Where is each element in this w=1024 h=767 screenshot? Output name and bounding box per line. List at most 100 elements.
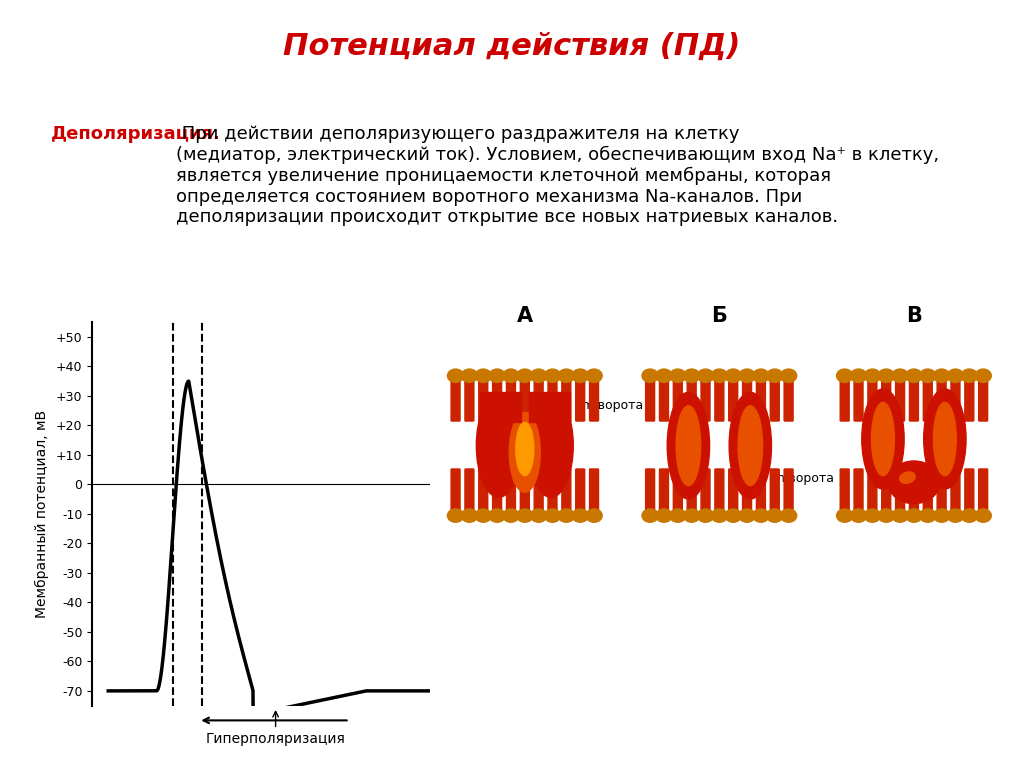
Circle shape [642, 509, 658, 522]
Y-axis label: Мембранный потенциал, мВ: Мембранный потенциал, мВ [35, 410, 49, 618]
FancyBboxPatch shape [646, 378, 654, 421]
Circle shape [920, 509, 936, 522]
Ellipse shape [476, 394, 521, 497]
Circle shape [461, 369, 477, 383]
FancyBboxPatch shape [465, 378, 474, 421]
Text: В: В [906, 306, 922, 326]
Circle shape [780, 369, 797, 383]
Circle shape [864, 509, 881, 522]
FancyBboxPatch shape [882, 469, 891, 512]
Circle shape [767, 509, 783, 522]
FancyBboxPatch shape [868, 378, 877, 421]
Text: Потенциал действия (ПД): Потенциал действия (ПД) [284, 31, 740, 61]
FancyBboxPatch shape [937, 378, 946, 421]
FancyBboxPatch shape [729, 469, 737, 512]
Circle shape [947, 509, 964, 522]
Circle shape [503, 369, 519, 383]
FancyBboxPatch shape [452, 378, 460, 421]
FancyBboxPatch shape [687, 469, 696, 512]
Circle shape [975, 509, 991, 522]
Circle shape [879, 369, 894, 383]
FancyBboxPatch shape [909, 378, 919, 421]
Circle shape [906, 509, 922, 522]
Circle shape [697, 369, 714, 383]
Circle shape [712, 369, 727, 383]
FancyBboxPatch shape [841, 469, 849, 512]
FancyBboxPatch shape [674, 378, 682, 421]
FancyBboxPatch shape [507, 469, 515, 512]
Circle shape [475, 509, 492, 522]
Circle shape [489, 509, 505, 522]
Circle shape [447, 369, 464, 383]
Circle shape [864, 369, 881, 383]
Circle shape [934, 509, 950, 522]
FancyBboxPatch shape [924, 378, 932, 421]
FancyBboxPatch shape [979, 469, 987, 512]
Circle shape [837, 369, 853, 383]
FancyBboxPatch shape [965, 378, 974, 421]
Circle shape [767, 369, 783, 383]
FancyBboxPatch shape [575, 378, 585, 421]
FancyBboxPatch shape [882, 378, 891, 421]
FancyBboxPatch shape [646, 469, 654, 512]
FancyBboxPatch shape [854, 378, 863, 421]
Circle shape [712, 509, 727, 522]
Circle shape [489, 369, 505, 383]
Circle shape [879, 509, 894, 522]
Ellipse shape [871, 403, 894, 476]
FancyBboxPatch shape [715, 378, 724, 421]
FancyBboxPatch shape [479, 469, 487, 512]
Circle shape [670, 369, 686, 383]
FancyBboxPatch shape [896, 469, 904, 512]
FancyBboxPatch shape [659, 469, 669, 512]
Ellipse shape [924, 389, 966, 489]
FancyBboxPatch shape [674, 469, 682, 512]
FancyBboxPatch shape [770, 469, 779, 512]
Ellipse shape [738, 406, 763, 486]
Ellipse shape [516, 423, 534, 476]
Text: А: А [517, 306, 532, 326]
Circle shape [572, 369, 589, 383]
Circle shape [655, 509, 672, 522]
Text: m-ворота: m-ворота [582, 399, 644, 412]
FancyBboxPatch shape [701, 469, 710, 512]
FancyBboxPatch shape [562, 378, 570, 421]
Circle shape [850, 369, 866, 383]
Ellipse shape [528, 394, 573, 497]
Circle shape [586, 369, 602, 383]
Ellipse shape [900, 472, 915, 483]
FancyBboxPatch shape [841, 378, 849, 421]
FancyBboxPatch shape [924, 469, 932, 512]
Text: При действии деполяризующего раздражителя на клетку
(медиатор, электрический ток: При действии деполяризующего раздражител… [176, 124, 939, 226]
FancyBboxPatch shape [729, 378, 737, 421]
FancyBboxPatch shape [896, 378, 904, 421]
Circle shape [475, 369, 492, 383]
Circle shape [558, 509, 574, 522]
FancyBboxPatch shape [659, 378, 669, 421]
FancyBboxPatch shape [742, 469, 752, 512]
FancyBboxPatch shape [479, 378, 487, 421]
FancyBboxPatch shape [742, 378, 752, 421]
Circle shape [906, 369, 922, 383]
Circle shape [670, 509, 686, 522]
Circle shape [586, 509, 602, 522]
Ellipse shape [729, 393, 771, 499]
FancyBboxPatch shape [757, 469, 765, 512]
Circle shape [753, 509, 769, 522]
Circle shape [684, 509, 699, 522]
FancyBboxPatch shape [909, 469, 919, 512]
FancyBboxPatch shape [535, 378, 543, 421]
FancyBboxPatch shape [520, 469, 529, 512]
Circle shape [517, 509, 532, 522]
Circle shape [892, 369, 908, 383]
FancyBboxPatch shape [868, 469, 877, 512]
Circle shape [837, 509, 853, 522]
Circle shape [447, 509, 464, 522]
Circle shape [545, 369, 561, 383]
FancyBboxPatch shape [493, 378, 502, 421]
Circle shape [975, 369, 991, 383]
Polygon shape [528, 393, 569, 423]
FancyBboxPatch shape [465, 469, 474, 512]
Circle shape [642, 369, 658, 383]
Circle shape [920, 369, 936, 383]
